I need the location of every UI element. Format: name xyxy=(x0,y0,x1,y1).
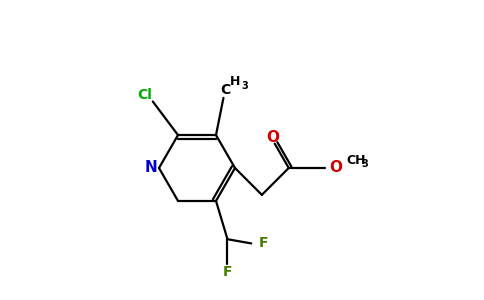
Text: F: F xyxy=(258,236,268,250)
Text: 3: 3 xyxy=(362,159,368,169)
Text: H: H xyxy=(230,75,241,88)
Text: O: O xyxy=(330,160,343,175)
Text: O: O xyxy=(266,130,279,145)
Text: 3: 3 xyxy=(241,81,248,91)
Text: CH: CH xyxy=(347,154,366,166)
Text: Cl: Cl xyxy=(137,88,152,103)
Text: F: F xyxy=(223,265,232,279)
Text: N: N xyxy=(145,160,157,175)
Text: C: C xyxy=(220,83,230,97)
